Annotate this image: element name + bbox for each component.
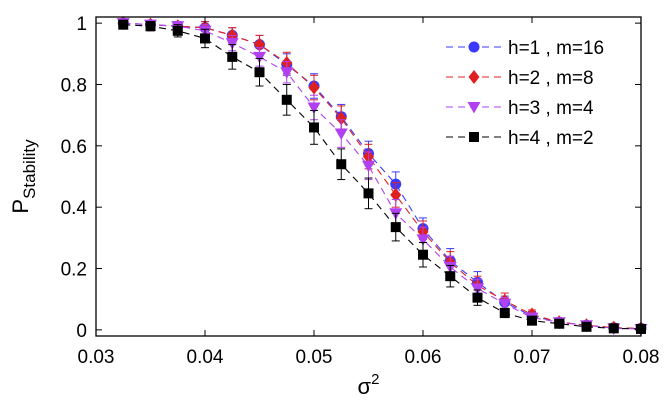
y-tick-label: 0.4 [61, 198, 88, 219]
data-point [418, 249, 428, 260]
y-axis-label-main: P [8, 199, 33, 214]
series-1 [117, 17, 647, 334]
data-point [472, 292, 483, 303]
legend-marker [468, 70, 480, 84]
data-point [499, 307, 510, 318]
data-point [200, 33, 210, 44]
data-point [362, 160, 375, 173]
data-point [608, 323, 619, 334]
x-tick-label: 0.03 [78, 347, 115, 368]
data-point [281, 94, 292, 105]
series-2 [117, 16, 647, 336]
legend-item-2: h=2 , m=8 [446, 68, 594, 89]
y-axis-label: PStability [8, 139, 39, 214]
y-tick-label: 0.6 [61, 137, 87, 158]
data-point [390, 187, 402, 202]
x-axis-label-base: σ [358, 374, 372, 399]
data-point [227, 51, 238, 62]
data-point [336, 159, 347, 170]
data-point [307, 102, 321, 114]
legend-item-4: h=4 , m=2 [446, 128, 594, 149]
legend-marker [467, 102, 481, 114]
data-point [334, 128, 348, 141]
legend-marker [469, 132, 479, 142]
data-point [253, 51, 266, 64]
legend-label: h=2 , m=8 [508, 68, 594, 89]
y-tick-label: 0.2 [61, 260, 87, 281]
legend-item-1: h=1 , m=16 [446, 38, 604, 59]
series-line [123, 22, 642, 330]
data-point [445, 271, 456, 282]
data-point [308, 80, 320, 95]
x-tick-label: 0.08 [623, 347, 660, 368]
legend-label: h=3 , m=4 [508, 98, 594, 119]
legend-item-3: h=3 , m=4 [446, 98, 594, 119]
data-point [335, 111, 347, 126]
data-point [416, 234, 430, 246]
x-tick-label: 0.05 [296, 347, 333, 368]
x-tick-label: 0.06 [405, 347, 442, 368]
data-point [118, 19, 129, 30]
y-axis-label-sub: Stability [20, 139, 39, 199]
series-3 [116, 18, 648, 336]
data-point [254, 67, 265, 78]
data-point [581, 321, 592, 332]
y-tick-label: 0.8 [61, 75, 87, 96]
x-axis-label-sup: 2 [371, 371, 379, 388]
y-tick-label: 1 [76, 14, 87, 35]
series-4 [118, 19, 646, 334]
x-tick-label: 0.07 [514, 347, 551, 368]
legend-label: h=4 , m=2 [508, 128, 594, 149]
data-point [172, 25, 183, 36]
data-point [390, 222, 401, 233]
data-point [498, 298, 512, 311]
data-point [471, 283, 484, 295]
legend-label: h=1 , m=16 [508, 38, 604, 59]
data-point [225, 38, 239, 50]
data-point [527, 315, 537, 326]
data-point [554, 318, 565, 329]
plot-frame [95, 16, 642, 337]
legend: h=1 , m=16 h=2 , m=8 h=3 , m=4 h=4 , m=2 [446, 38, 604, 149]
x-axis-label: σ2 [358, 371, 380, 399]
x-tick-label: 0.04 [187, 347, 224, 368]
y-tick-label: 0 [76, 321, 87, 342]
data-point [363, 188, 374, 199]
ticks-layer: 0.03 0.04 0.05 0.06 0.07 0.08 0 0.2 0.4 0.6 0.8 1 [61, 14, 660, 368]
data-point [145, 21, 156, 32]
data-point [309, 122, 319, 133]
legend-marker [468, 41, 480, 53]
series-layer [116, 16, 648, 336]
data-point [280, 67, 294, 79]
